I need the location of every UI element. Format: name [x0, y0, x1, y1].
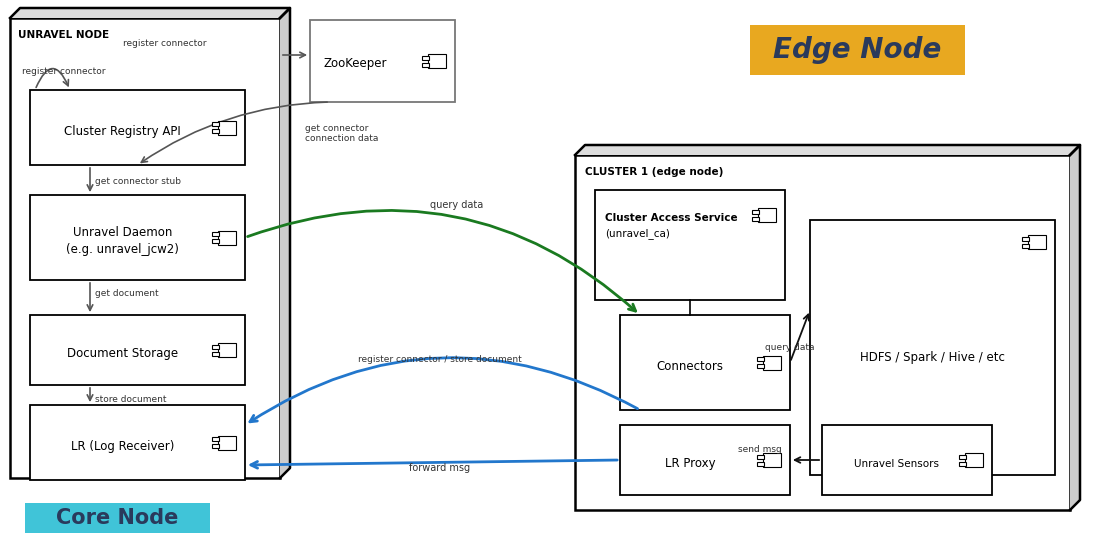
Bar: [763, 453, 781, 467]
Bar: [763, 355, 781, 369]
Polygon shape: [575, 145, 1080, 155]
Text: query data: query data: [765, 344, 815, 352]
Text: register connector: register connector: [22, 68, 106, 76]
Bar: [1028, 235, 1046, 249]
Bar: [595, 190, 785, 300]
Text: LR Proxy: LR Proxy: [665, 458, 716, 470]
Bar: [757, 357, 764, 361]
Text: Document Storage: Document Storage: [67, 347, 178, 360]
Text: (unravel_ca): (unravel_ca): [606, 229, 669, 240]
Bar: [959, 454, 966, 459]
Bar: [212, 352, 219, 355]
Bar: [822, 425, 992, 495]
Bar: [30, 405, 246, 480]
Text: Cluster Registry API: Cluster Registry API: [64, 125, 181, 138]
Bar: [750, 25, 964, 75]
Bar: [1022, 236, 1029, 241]
Bar: [757, 454, 764, 459]
Text: register connector: register connector: [123, 40, 207, 48]
Text: register connector / store document: register connector / store document: [358, 355, 522, 365]
Bar: [620, 425, 791, 495]
Text: LR (Log Receiver): LR (Log Receiver): [70, 440, 174, 453]
Text: ZooKeeper: ZooKeeper: [324, 56, 386, 69]
Text: Unravel Sensors: Unravel Sensors: [854, 459, 939, 469]
Text: query data: query data: [430, 200, 483, 210]
Bar: [30, 315, 246, 385]
Text: Connectors: Connectors: [656, 360, 723, 373]
Text: store document: store document: [95, 395, 166, 403]
Bar: [218, 120, 236, 134]
Bar: [757, 364, 764, 368]
Text: UNRAVEL NODE: UNRAVEL NODE: [18, 30, 109, 40]
Bar: [575, 155, 1070, 510]
Bar: [212, 122, 219, 126]
Bar: [757, 208, 776, 222]
Bar: [810, 220, 1055, 475]
Bar: [620, 315, 791, 410]
Bar: [218, 436, 236, 449]
Bar: [959, 461, 966, 466]
Bar: [218, 343, 236, 357]
Text: forward msg: forward msg: [410, 463, 470, 473]
Text: get document: get document: [95, 289, 159, 299]
Text: CLUSTER 1 (edge node): CLUSTER 1 (edge node): [585, 167, 723, 177]
Polygon shape: [280, 8, 290, 478]
Polygon shape: [1070, 145, 1080, 510]
Bar: [30, 195, 246, 280]
Text: get connector stub: get connector stub: [95, 177, 181, 185]
Bar: [25, 503, 210, 533]
Bar: [752, 209, 759, 214]
Bar: [212, 444, 219, 448]
Bar: [1022, 243, 1029, 248]
Text: Unravel Daemon: Unravel Daemon: [73, 226, 172, 239]
Bar: [752, 216, 759, 221]
Bar: [757, 461, 764, 466]
Text: Cluster Access Service: Cluster Access Service: [606, 213, 738, 223]
Text: Edge Node: Edge Node: [773, 36, 941, 64]
Bar: [218, 230, 236, 244]
Text: (e.g. unravel_jcw2): (e.g. unravel_jcw2): [66, 243, 179, 256]
Bar: [422, 62, 429, 67]
Text: Core Node: Core Node: [56, 508, 178, 528]
Bar: [422, 55, 429, 60]
Bar: [212, 345, 219, 349]
Bar: [212, 232, 219, 236]
Bar: [212, 129, 219, 133]
Text: HDFS / Spark / Hive / etc: HDFS / Spark / Hive / etc: [860, 351, 1005, 364]
Polygon shape: [10, 8, 290, 18]
Bar: [30, 90, 246, 165]
Bar: [428, 54, 446, 68]
Text: send msg: send msg: [738, 446, 782, 454]
Bar: [310, 20, 455, 102]
Bar: [212, 239, 219, 243]
Text: get connector
connection data: get connector connection data: [305, 124, 379, 143]
Bar: [212, 437, 219, 441]
Bar: [10, 18, 280, 478]
Bar: [964, 453, 983, 467]
